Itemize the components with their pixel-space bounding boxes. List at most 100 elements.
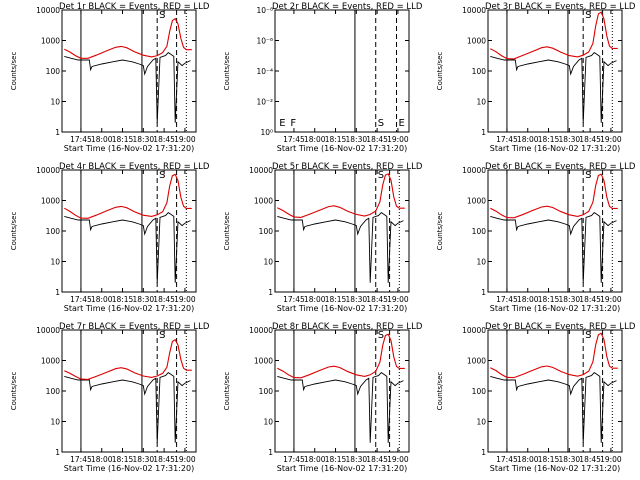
- x-tick-label: 18:30: [559, 455, 581, 464]
- series-line-events: [64, 52, 191, 123]
- y-tick-label: 1000: [467, 357, 486, 366]
- x-axis-label: Start Time (16-Nov-02 17:31:20): [277, 464, 407, 473]
- y-tick-label: 10000: [36, 326, 60, 335]
- detector-plot-9: Det 9r BLACK = Events, RED = LLD 1 10 100 10…: [436, 322, 636, 473]
- x-tick-label: 18:15: [538, 455, 560, 464]
- x-tick-label: 17:45: [283, 135, 305, 144]
- plot-frame: [274, 9, 410, 133]
- x-tick-label: 19:00: [387, 135, 409, 144]
- x-tick-label: 18:15: [325, 295, 347, 304]
- x-tick-label: 18:00: [304, 295, 326, 304]
- y-tick-label: 10: [263, 418, 273, 427]
- y-tick-label: 10⁻⁶: [256, 37, 273, 46]
- plot-title: Det 1r BLACK = Events, RED = LLD: [59, 2, 210, 12]
- event-marker-label: S: [159, 10, 165, 21]
- series-line-lld: [490, 173, 618, 219]
- x-tick-label: 17:45: [70, 295, 92, 304]
- detector-plot-5: Det 5r BLACK = Events, RED = LLD 1 10 100 10…: [223, 162, 423, 313]
- x-axis-label: Start Time (16-Nov-02 17:31:20): [64, 464, 194, 473]
- y-tick-label: 10000: [36, 166, 60, 175]
- plot-title: Det 2r BLACK = Events, RED = LLD: [272, 2, 423, 12]
- x-tick-label: 17:45: [283, 295, 305, 304]
- event-marker-label: S: [585, 330, 591, 341]
- y-axis-label: Counts/sec: [10, 212, 18, 251]
- x-tick-label: 18:00: [517, 455, 539, 464]
- x-tick-label: 18:30: [346, 455, 368, 464]
- detector-plot-7: Det 7r BLACK = Events, RED = LLD 1 10 100 10…: [10, 322, 210, 473]
- series-line-events: [490, 52, 617, 123]
- event-marker-label: E: [399, 118, 405, 129]
- plot-title: Det 6r BLACK = Events, RED = LLD: [485, 162, 636, 172]
- y-tick-label: 10: [50, 98, 60, 107]
- series-line-events: [277, 372, 404, 443]
- x-tick-label: 18:45: [579, 135, 601, 144]
- x-tick-label: 17:45: [70, 455, 92, 464]
- detector-plot-4: Det 4r BLACK = Events, RED = LLD 1 10 100 10…: [10, 162, 210, 313]
- detector-plot-2: Det 2r BLACK = Events, RED = LLD 10⁰ 10⁻² 1…: [223, 2, 423, 153]
- x-tick-label: 18:15: [538, 295, 560, 304]
- y-axis-label: Counts/sec: [436, 212, 444, 251]
- x-tick-label: 18:45: [153, 135, 175, 144]
- x-tick-label: 18:45: [366, 455, 388, 464]
- x-axis-label: Start Time (16-Nov-02 17:31:20): [490, 464, 620, 473]
- x-axis-label: Start Time (16-Nov-02 17:31:20): [277, 304, 407, 313]
- plot-title: Det 9r BLACK = Events, RED = LLD: [485, 322, 636, 332]
- event-marker-label: S: [159, 170, 165, 181]
- series-line-events: [490, 212, 617, 283]
- x-tick-label: 17:45: [70, 135, 92, 144]
- y-tick-label: 100: [472, 227, 487, 236]
- event-marker-label: F: [290, 118, 296, 129]
- x-tick-label: 18:15: [538, 135, 560, 144]
- y-tick-label: 10⁰: [260, 128, 273, 137]
- y-tick-label: 10000: [36, 6, 60, 15]
- x-tick-label: 19:00: [174, 455, 196, 464]
- x-tick-label: 17:45: [496, 135, 518, 144]
- x-tick-label: 19:00: [387, 455, 409, 464]
- y-tick-label: 1: [55, 448, 60, 457]
- x-tick-label: 19:00: [600, 135, 622, 144]
- x-tick-label: 18:00: [304, 135, 326, 144]
- x-tick-label: 18:45: [366, 295, 388, 304]
- series-line-lld: [277, 173, 405, 218]
- event-marker-label: S: [585, 10, 591, 21]
- y-tick-label: 10⁻²: [256, 98, 273, 107]
- y-tick-label: 1: [55, 128, 60, 137]
- series-line-events: [277, 212, 404, 283]
- x-tick-label: 18:45: [153, 455, 175, 464]
- x-axis-label: Start Time (16-Nov-02 17:31:20): [490, 304, 620, 313]
- x-tick-label: 18:00: [91, 135, 113, 144]
- x-tick-label: 18:45: [366, 135, 388, 144]
- y-tick-label: 10⁻⁴: [256, 67, 273, 76]
- y-tick-label: 100: [259, 227, 274, 236]
- y-tick-label: 100: [259, 387, 274, 396]
- y-tick-label: 10000: [249, 166, 273, 175]
- plot-title: Det 4r BLACK = Events, RED = LLD: [59, 162, 210, 172]
- x-tick-label: 18:00: [517, 135, 539, 144]
- y-tick-label: 10: [476, 258, 486, 267]
- y-tick-label: 1000: [254, 357, 273, 366]
- y-tick-label: 10: [476, 418, 486, 427]
- y-tick-label: 100: [46, 387, 61, 396]
- event-marker-label: S: [378, 330, 384, 341]
- x-axis-label: Start Time (16-Nov-02 17:31:20): [64, 304, 194, 313]
- x-tick-label: 18:30: [133, 295, 155, 304]
- series-line-lld: [64, 338, 192, 380]
- y-tick-label: 1: [268, 288, 273, 297]
- y-tick-label: 10⁻⁸: [256, 6, 273, 15]
- x-tick-label: 19:00: [174, 295, 196, 304]
- y-tick-label: 10: [263, 258, 273, 267]
- detector-plot-8: Det 8r BLACK = Events, RED = LLD 1 10 100 10…: [223, 322, 423, 473]
- y-tick-label: 1000: [467, 197, 486, 206]
- y-axis-label: Counts/sec: [436, 52, 444, 91]
- series-line-lld: [490, 332, 618, 379]
- y-tick-label: 10: [50, 258, 60, 267]
- x-tick-label: 19:00: [174, 135, 196, 144]
- detector-plot-1: Det 1r BLACK = Events, RED = LLD 1 10 100 10…: [10, 2, 210, 153]
- x-tick-label: 18:00: [517, 295, 539, 304]
- y-tick-label: 1000: [467, 37, 486, 46]
- x-tick-label: 18:30: [559, 295, 581, 304]
- plot-title: Det 8r BLACK = Events, RED = LLD: [272, 322, 423, 332]
- series-line-events: [64, 212, 191, 283]
- event-marker-label: S: [585, 170, 591, 181]
- event-marker-label: S: [159, 330, 165, 341]
